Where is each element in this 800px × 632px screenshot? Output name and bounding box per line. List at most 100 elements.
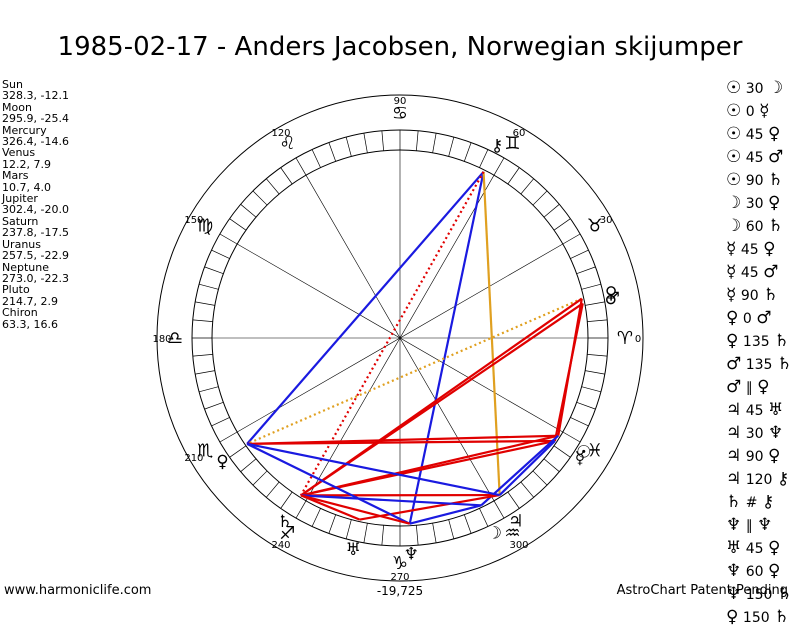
aspect-planet-glyph: ♄ xyxy=(726,492,741,512)
zodiac-sign-glyph: ♋ xyxy=(392,103,408,124)
aspect-planet-glyph: ♀ xyxy=(768,561,780,581)
degree-tick xyxy=(220,234,237,244)
aspect-planet-glyph: ☉ xyxy=(726,101,741,121)
website-footer: www.harmoniclife.com xyxy=(4,583,151,598)
aspect-angle: 60 xyxy=(746,219,764,235)
patent-footer: AstroChart Patent Pending xyxy=(617,583,788,598)
aspect-planet-glyph: ♀ xyxy=(726,331,738,351)
aspect-planet-glyph: ♂ xyxy=(756,308,771,328)
degree-tick xyxy=(494,158,504,175)
degree-tick xyxy=(211,250,229,258)
degree-tick xyxy=(195,302,215,305)
aspect-planet-glyph: ♂ xyxy=(763,262,778,282)
degree-tick xyxy=(521,179,534,194)
degree-tick xyxy=(544,459,559,472)
degree-tick xyxy=(577,402,596,409)
planet-glyph: ☿ xyxy=(575,449,585,469)
aspect-planet-glyph: ♄ xyxy=(777,354,792,374)
aspect-angle: 0 xyxy=(746,104,755,120)
aspect-line xyxy=(410,172,484,524)
aspect-angle: 45 xyxy=(741,242,759,258)
planet-glyph: ⚷ xyxy=(491,136,503,156)
aspect-planet-glyph: ♀ xyxy=(757,377,769,397)
aspect-angle: # xyxy=(746,495,758,511)
aspect-row: ☉ 0 ☿ xyxy=(726,103,792,126)
degree-tick xyxy=(521,482,534,497)
aspect-planet-glyph: ♀ xyxy=(763,239,775,259)
aspect-planet-glyph: ♀ xyxy=(768,538,780,558)
degree-tick xyxy=(205,402,224,409)
aspect-planet-glyph: ☽ xyxy=(726,216,741,236)
aspect-planet-glyph: ♀ xyxy=(768,446,780,466)
aspect-planet-glyph: ♂ xyxy=(726,354,741,374)
aspect-planet-glyph: ☽ xyxy=(768,78,783,98)
aspect-angle: 45 xyxy=(746,127,764,143)
degree-tick xyxy=(577,267,596,274)
degree-tick xyxy=(329,515,336,534)
aspect-row: ♃ 90 ♀ xyxy=(726,448,792,471)
planet-glyph: ♂ xyxy=(605,289,620,309)
aspect-planet-glyph: ☿ xyxy=(726,262,736,282)
aspect-angle: 90 xyxy=(746,449,764,465)
aspect-row: ☽ 60 ♄ xyxy=(726,218,792,241)
aspect-row: ☉ 90 ♄ xyxy=(726,172,792,195)
degree-tick xyxy=(416,525,418,545)
degree-tick xyxy=(433,523,436,543)
aspect-line xyxy=(247,441,555,444)
aspect-planet-glyph: ☉ xyxy=(726,170,741,190)
degree-tick xyxy=(312,508,320,526)
aspect-row: ☉ 45 ♂ xyxy=(726,149,792,172)
coordinate-readout: -19,725 xyxy=(377,584,423,598)
aspect-angle: 30 xyxy=(746,81,764,97)
degree-tick xyxy=(587,320,607,322)
degree-tick xyxy=(346,520,351,539)
aspect-planet-glyph: ♀ xyxy=(726,308,738,328)
degree-tick xyxy=(449,137,454,156)
aspect-angle: 30 xyxy=(746,196,764,212)
degree-tick xyxy=(464,515,471,534)
zodiac-sign-glyph: ♊ xyxy=(504,133,520,154)
degree-tick xyxy=(508,168,519,184)
aspect-planet-glyph: ♃ xyxy=(726,400,741,420)
aspect-row: ☿ 45 ♀ xyxy=(726,241,792,264)
zodiac-sign-glyph: ♌ xyxy=(279,133,295,154)
degree-tick xyxy=(193,320,213,322)
aspect-row: ♃ 45 ♅ xyxy=(726,402,792,425)
aspect-angle: 0 xyxy=(743,311,752,327)
aspect-angle: 150 xyxy=(743,610,770,626)
aspect-angle: 135 xyxy=(746,357,773,373)
aspect-row: ☿ 90 ♄ xyxy=(726,287,792,310)
zodiac-sign-glyph: ♈ xyxy=(617,328,633,349)
aspect-planet-glyph: ♆ xyxy=(726,515,741,535)
aspect-planet-glyph: ♄ xyxy=(768,170,783,190)
degree-tick xyxy=(533,471,547,485)
aspect-row: ♃ 30 ♆ xyxy=(726,425,792,448)
planet-glyph: ♅ xyxy=(346,540,361,560)
aspect-planet-glyph: ☉ xyxy=(726,78,741,98)
degree-tick xyxy=(494,501,504,518)
aspect-planet-glyph: ♀ xyxy=(768,124,780,144)
astro-chart-wheel: 9060300120150180210240270300♈♉♊♋♌♍♎♏♐♑♒♓… xyxy=(0,0,800,600)
degree-tick xyxy=(563,432,580,442)
degree-tick xyxy=(563,234,580,244)
zodiac-sign-glyph: ♍ xyxy=(197,216,213,237)
aspect-row: ♀ 135 ♄ xyxy=(726,333,792,356)
aspect-row: ☉ 30 ☽ xyxy=(726,80,792,103)
degree-tick xyxy=(266,482,279,497)
aspect-row: ♄ # ⚷ xyxy=(726,494,792,517)
aspect-row: ♃ 120 ⚷ xyxy=(726,471,792,494)
aspect-planet-glyph: ♀ xyxy=(768,193,780,213)
aspect-angle: 90 xyxy=(741,288,759,304)
aspect-line xyxy=(484,172,500,495)
aspect-angle: 45 xyxy=(741,265,759,281)
aspect-planet-glyph: ♃ xyxy=(726,469,741,489)
aspect-angle: 45 xyxy=(746,150,764,166)
degree-tick xyxy=(211,417,229,425)
degree-tick xyxy=(570,250,588,258)
degree-tick xyxy=(199,284,218,289)
degree-tick xyxy=(382,525,384,545)
degree-tick xyxy=(544,204,559,217)
aspect-planet-glyph: ☽ xyxy=(726,193,741,213)
aspect-planet-glyph: ☿ xyxy=(759,101,769,121)
degree-tick xyxy=(364,523,367,543)
